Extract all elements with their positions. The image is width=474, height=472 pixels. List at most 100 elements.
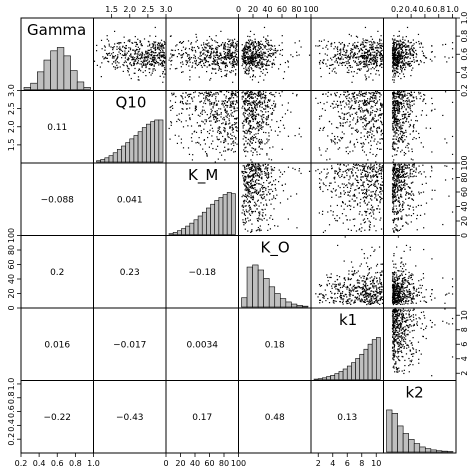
scatter-point <box>104 57 106 59</box>
scatter-point <box>411 49 413 51</box>
scatter-point <box>357 130 359 132</box>
scatter-point <box>193 57 195 59</box>
scatter-point <box>258 145 260 147</box>
scatter-point <box>209 47 211 49</box>
scatter-point <box>266 68 268 70</box>
scatter-point <box>361 54 363 57</box>
scatter-point <box>216 54 219 57</box>
scatter-point <box>215 52 217 54</box>
scatter-point <box>234 126 237 128</box>
scatter-point <box>336 214 338 217</box>
scatter-point <box>376 128 378 130</box>
scatter-point <box>257 163 259 165</box>
scatter-point <box>130 55 132 57</box>
scatter-point <box>252 126 255 128</box>
scatter-point <box>252 154 254 156</box>
scatter-point <box>367 171 369 173</box>
scatter-point <box>224 46 227 48</box>
scatter-point <box>360 176 362 178</box>
scatter-point <box>354 61 356 64</box>
scatter-point <box>151 53 153 55</box>
scatter-point <box>242 91 244 93</box>
scatter-point <box>335 95 337 97</box>
scatter-point <box>216 131 219 133</box>
scatter-point <box>258 163 260 165</box>
scatter-point <box>114 60 117 62</box>
scatter-point <box>161 65 163 67</box>
scatter-point <box>257 49 259 52</box>
scatter-point <box>221 100 223 102</box>
scatter-point <box>269 54 271 56</box>
scatter-point <box>127 40 129 42</box>
scatter-point <box>319 129 321 132</box>
scatter-point <box>412 131 414 133</box>
scatter-point <box>256 113 258 115</box>
scatter-point <box>226 65 229 67</box>
scatter-point <box>256 65 258 67</box>
scatter-point <box>140 57 142 59</box>
scatter-point <box>252 165 254 167</box>
scatter-point <box>281 49 284 51</box>
scatter-point <box>256 98 258 100</box>
scatter-point <box>253 102 255 104</box>
scatter-point <box>338 41 340 44</box>
scatter-point <box>216 145 219 147</box>
scatter-point <box>213 60 216 62</box>
scatter-point <box>409 54 411 56</box>
scatter-point <box>252 50 254 53</box>
scatter-point <box>254 167 257 169</box>
scatter-point <box>380 148 382 150</box>
scatter-point <box>206 155 208 157</box>
scatter-point <box>365 60 367 62</box>
scatter-point <box>358 100 360 102</box>
scatter-point <box>257 219 259 222</box>
scatter-point <box>356 197 358 199</box>
scatter-point <box>358 165 361 167</box>
scatter-point <box>215 148 217 150</box>
scatter-point <box>221 57 223 59</box>
scatter-point <box>372 63 374 65</box>
scatter-point <box>375 155 377 157</box>
scatter-point <box>398 141 400 143</box>
scatter-point <box>364 124 366 126</box>
scatter-point <box>158 52 160 54</box>
scatter-point <box>127 57 129 59</box>
scatter-point <box>139 53 141 55</box>
scatter-point <box>216 63 218 66</box>
scatter-point <box>212 68 214 70</box>
scatter-point <box>252 112 254 114</box>
scatter-point <box>334 176 336 178</box>
scatter-point <box>394 102 397 104</box>
scatter-point <box>264 163 266 165</box>
scatter-point <box>368 121 371 123</box>
scatter-point <box>254 102 256 104</box>
scatter-point <box>425 114 428 116</box>
scatter-point <box>249 104 251 106</box>
scatter-point <box>276 50 278 52</box>
scatter-point <box>224 69 226 72</box>
scatter-point <box>116 48 118 50</box>
scatter-point <box>217 69 220 71</box>
scatter-point <box>397 103 399 105</box>
scatter-point <box>255 93 257 95</box>
scatter-point <box>332 107 334 109</box>
scatter-point <box>372 209 375 211</box>
scatter-point <box>277 225 279 227</box>
scatter-point <box>250 180 252 182</box>
scatter-point <box>337 136 339 138</box>
scatter-point <box>392 95 395 97</box>
scatter-point <box>235 53 238 56</box>
scatter-point <box>342 47 344 49</box>
scatter-point <box>338 115 340 117</box>
scatter-point <box>404 64 406 66</box>
scatter-point <box>218 128 220 130</box>
scatter-point <box>220 62 222 64</box>
scatter-point <box>256 173 258 175</box>
scatter-point <box>262 102 264 104</box>
scatter-point <box>399 55 401 57</box>
scatter-point <box>353 60 355 62</box>
scatter-point <box>359 69 361 71</box>
scatter-point <box>249 76 251 78</box>
scatter-point <box>146 52 149 54</box>
scatter-point <box>258 229 260 231</box>
